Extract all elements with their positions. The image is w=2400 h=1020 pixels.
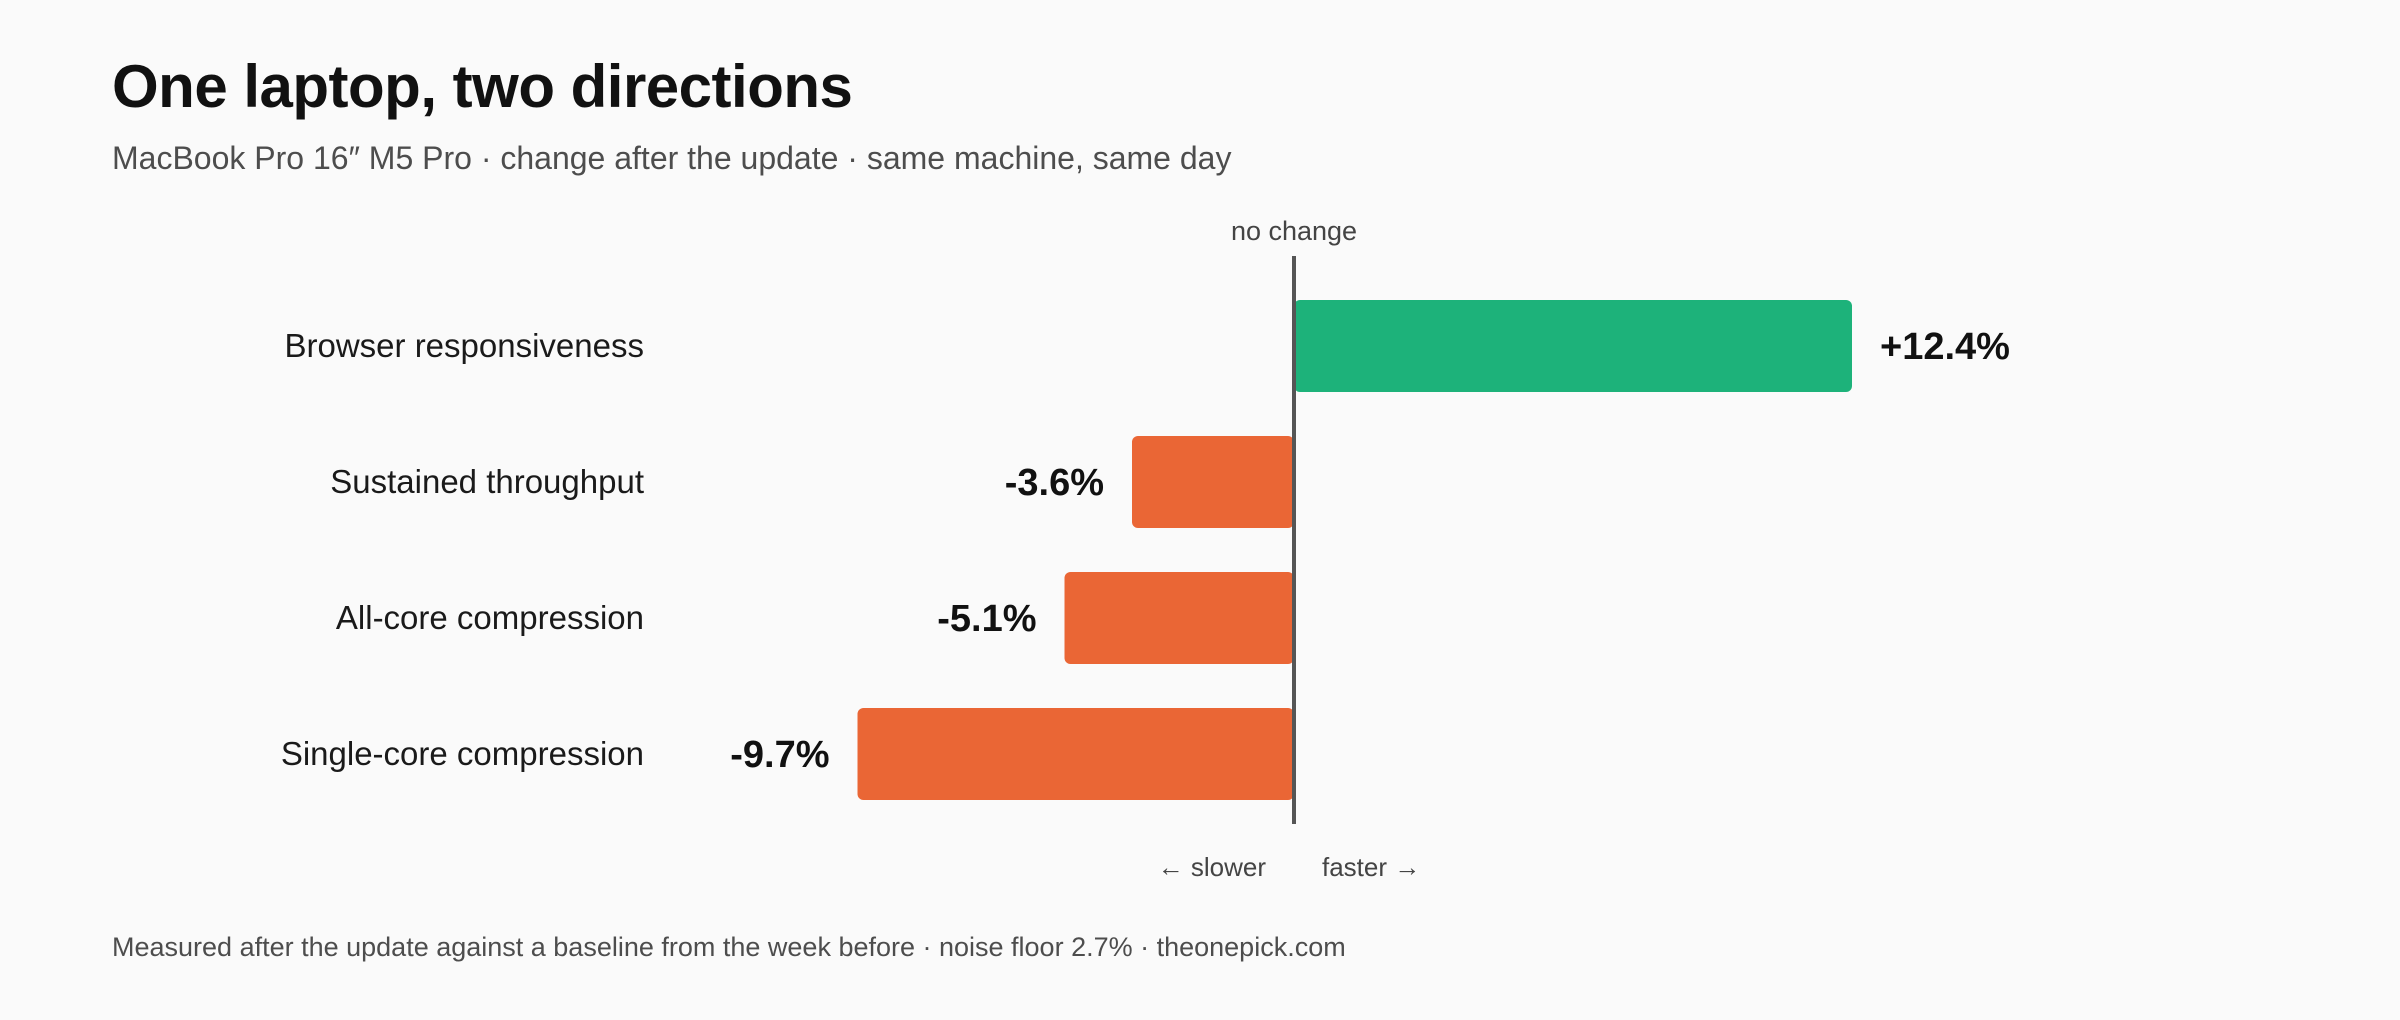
category-label: Single-core compression — [281, 735, 644, 772]
value-label: +12.4% — [1880, 326, 2010, 368]
chart-title: One laptop, two directions — [112, 53, 853, 120]
faster-direction-label: faster → — [1322, 852, 1420, 882]
value-label: -3.6% — [1005, 462, 1104, 504]
category-label: Browser responsiveness — [285, 327, 645, 364]
bar — [1294, 300, 1852, 392]
category-label: Sustained throughput — [330, 463, 644, 500]
value-label: -5.1% — [937, 598, 1036, 640]
bar — [1064, 572, 1294, 664]
category-label: All-core compression — [336, 599, 644, 636]
chart-footnote: Measured after the update against a base… — [112, 932, 1346, 962]
value-label: -9.7% — [730, 734, 829, 776]
bar — [857, 708, 1294, 800]
slower-direction-label: ← slower — [1158, 852, 1267, 882]
bar — [1132, 436, 1294, 528]
chart-subtitle: MacBook Pro 16″ M5 Pro · change after th… — [112, 140, 1232, 176]
zero-line-label: no change — [1231, 216, 1357, 246]
